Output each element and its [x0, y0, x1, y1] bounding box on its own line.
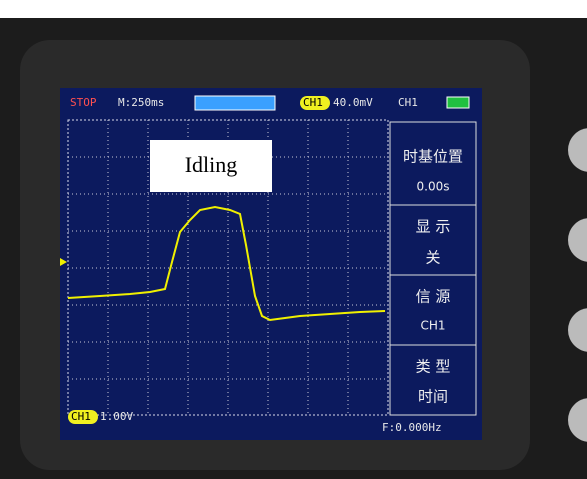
menu-value: 时间 — [418, 388, 448, 406]
page: STOP M:250ms CH1 40.0mV CH1 Idling 时基位置 … — [0, 0, 587, 479]
menu-title[interactable]: 类 型 — [416, 358, 451, 376]
menu-title[interactable]: 显 示 — [416, 218, 451, 236]
frequency: F:0.000Hz — [382, 421, 442, 434]
annotation: Idling — [185, 152, 238, 177]
trigger-level: 40.0mV — [333, 96, 373, 109]
menu-value: 关 — [425, 249, 440, 267]
menu-value: 0.00s — [417, 180, 450, 194]
menu-title[interactable]: 信 源 — [416, 288, 451, 306]
bottom-channel: CH1 — [71, 410, 91, 423]
memory-bar — [195, 96, 275, 110]
channel-scale: 1.00V — [100, 410, 133, 423]
menu-value: CH1 — [420, 319, 445, 333]
status: STOP — [70, 96, 97, 109]
channel: CH1 — [398, 96, 418, 109]
battery — [447, 97, 469, 108]
photo: STOP M:250ms CH1 40.0mV CH1 Idling 时基位置 … — [0, 0, 587, 479]
timebase: M:250ms — [118, 96, 164, 109]
trigger-channel: CH1 — [303, 96, 323, 109]
menu-title[interactable]: 时基位置 — [403, 148, 463, 166]
